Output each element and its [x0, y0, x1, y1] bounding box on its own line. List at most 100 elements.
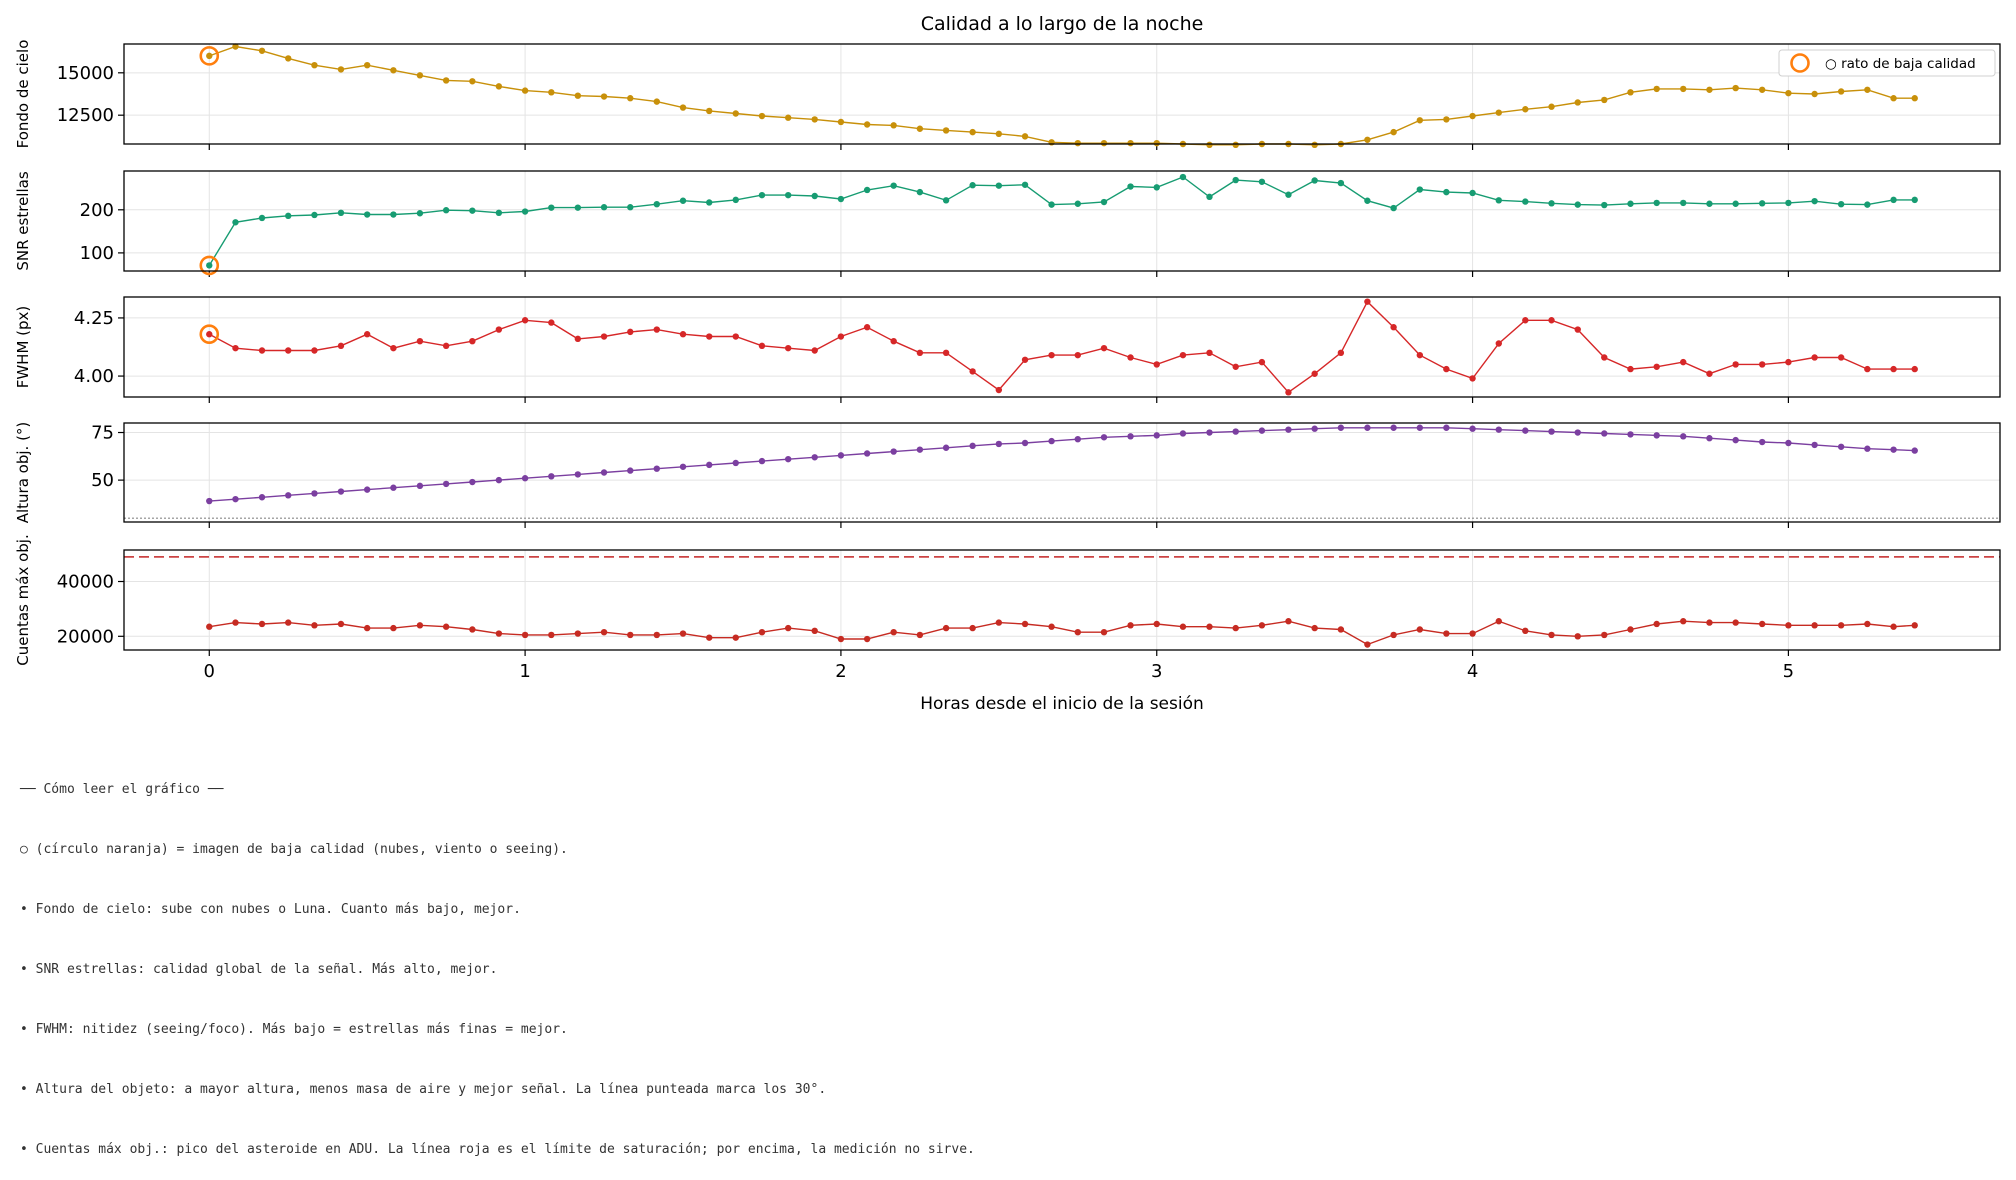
data-point — [232, 344, 239, 352]
data-point — [627, 204, 634, 211]
data-point — [732, 196, 739, 204]
guide-line: • Cuentas máx obj.: pico del asteroide e… — [20, 1142, 975, 1157]
data-point — [600, 628, 608, 636]
data-point — [1258, 427, 1266, 434]
data-point — [784, 455, 792, 463]
data-point — [1179, 173, 1187, 181]
guide-heading: ── Cómo leer el gráfico ── — [20, 782, 224, 797]
data-point — [1758, 361, 1766, 368]
data-point — [1364, 197, 1371, 204]
x-tick-label: 1 — [519, 661, 530, 682]
data-point — [1548, 317, 1555, 324]
data-point — [1864, 201, 1871, 208]
data-point — [1390, 631, 1397, 639]
data-point — [706, 107, 713, 115]
data-point — [811, 347, 818, 354]
data-point — [258, 620, 266, 628]
data-point — [442, 342, 450, 350]
data-point — [600, 204, 608, 211]
data-point — [1048, 351, 1055, 359]
data-point — [1574, 633, 1581, 640]
data-point — [969, 624, 976, 632]
panel-frame — [123, 170, 2001, 272]
data-point — [1911, 196, 1918, 204]
data-point — [1364, 424, 1371, 431]
data-point — [1653, 432, 1660, 439]
data-point — [1890, 623, 1897, 630]
data-point — [679, 331, 687, 338]
data-point — [363, 331, 371, 338]
data-point — [521, 87, 529, 94]
data-point — [1732, 436, 1739, 444]
data-point — [285, 492, 292, 499]
data-point — [1574, 429, 1581, 436]
data-point — [916, 631, 924, 639]
data-point — [1601, 430, 1608, 437]
data-point — [1469, 189, 1476, 197]
data-point — [1285, 389, 1292, 396]
data-point — [627, 467, 634, 474]
data-point — [784, 114, 792, 121]
data-point — [1048, 437, 1055, 445]
data-point — [232, 43, 239, 50]
data-point — [1864, 620, 1871, 628]
data-point — [1911, 95, 1918, 102]
y-axis-label: Altura obj. (°) — [14, 422, 32, 524]
data-point — [1890, 196, 1897, 204]
y-axis-label: SNR estrellas — [14, 171, 32, 270]
data-point — [1653, 199, 1660, 207]
data-point — [1495, 109, 1502, 116]
data-point — [311, 622, 318, 629]
data-point — [1522, 317, 1529, 324]
data-point — [1706, 619, 1713, 626]
data-point — [1574, 201, 1581, 208]
data-point — [1021, 620, 1029, 628]
data-point — [706, 461, 713, 469]
data-point — [758, 112, 766, 120]
data-point — [1127, 354, 1134, 361]
data-point — [416, 337, 424, 345]
data-point — [1048, 623, 1055, 630]
data-point — [627, 95, 634, 102]
data-point — [653, 326, 660, 333]
data-point — [1864, 365, 1871, 373]
data-point — [1443, 424, 1450, 431]
data-point — [390, 344, 397, 352]
data-point — [495, 326, 503, 333]
data-point — [732, 110, 739, 117]
data-point — [811, 192, 818, 200]
data-point — [969, 442, 976, 450]
data-point — [916, 349, 924, 357]
data-point — [1758, 200, 1766, 207]
panel-altitude: 50 75 Altura obj. (°) — [14, 422, 2001, 528]
data-point — [206, 497, 213, 505]
data-point — [1837, 200, 1845, 208]
data-point — [1680, 618, 1687, 625]
data-point — [1337, 349, 1345, 357]
data-point — [1706, 370, 1713, 377]
y-tick-label: 20000 — [57, 626, 114, 647]
data-point — [495, 83, 503, 90]
data-point — [1311, 425, 1318, 432]
data-point — [784, 191, 792, 199]
data-point — [1785, 199, 1792, 207]
data-point — [1653, 85, 1660, 93]
data-point — [1311, 624, 1318, 632]
data-point — [311, 61, 318, 69]
data-point — [442, 623, 450, 630]
data-point — [1285, 426, 1292, 433]
data-point — [1680, 199, 1687, 207]
data-point — [653, 200, 660, 208]
data-point — [1574, 99, 1581, 106]
data-point — [784, 624, 792, 632]
data-point — [1732, 361, 1739, 368]
data-point — [1311, 141, 1318, 149]
data-point — [811, 454, 818, 461]
data-point — [627, 631, 634, 639]
data-point — [1758, 86, 1766, 93]
legend-box — [1778, 49, 1996, 77]
data-point — [1469, 630, 1476, 637]
data-point — [1100, 434, 1108, 441]
data-point — [232, 619, 239, 626]
data-point — [469, 478, 476, 486]
